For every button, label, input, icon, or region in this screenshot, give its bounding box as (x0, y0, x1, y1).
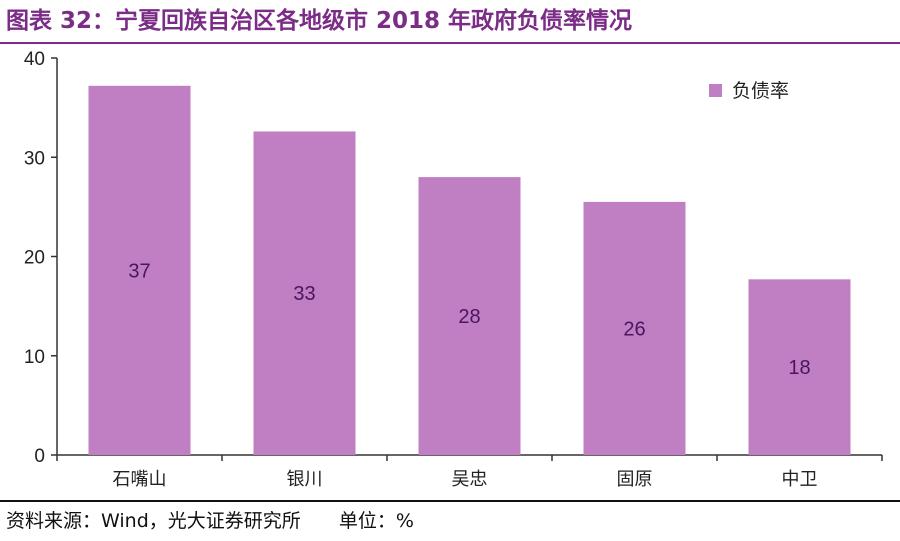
y-tick-label: 40 (24, 49, 45, 70)
category-label: 银川 (287, 469, 323, 490)
category-label: 吴忠 (452, 469, 488, 490)
y-tick-label: 30 (24, 148, 45, 169)
y-tick-label: 20 (24, 248, 45, 269)
category-label: 石嘴山 (113, 469, 167, 490)
bar-value-label: 33 (293, 283, 315, 305)
category-label: 中卫 (782, 469, 818, 490)
legend: 负债率 (709, 80, 789, 102)
title-underline (0, 42, 900, 44)
unit-note: 单位：% (338, 510, 414, 532)
bar (418, 177, 521, 455)
legend-swatch (709, 84, 722, 97)
axes: 0 10 20 30 40 石嘴山 银川 吴忠 固原 中卫 (24, 49, 883, 490)
source-note: 资料来源：Wind，光大证券研究所 (6, 510, 301, 532)
bars-group: 37 33 28 26 18 (88, 85, 851, 455)
category-label: 固原 (617, 469, 653, 490)
footer: 资料来源：Wind，光大证券研究所 单位：% (6, 507, 414, 535)
bar-value-label: 18 (788, 357, 810, 379)
bar-value-label: 26 (623, 318, 645, 340)
bar (253, 131, 356, 455)
bar (583, 201, 686, 455)
y-tick-label: 0 (34, 446, 45, 467)
bar-chart: 0 10 20 30 40 石嘴山 银川 吴忠 固原 中卫 37 33 28 26 18 负债率 (24, 49, 883, 490)
chart-title: 图表 32：宁夏回族自治区各地级市 2018 年政府负债率情况 (6, 8, 633, 34)
footer-rule (0, 500, 900, 502)
y-tick-label: 10 (24, 347, 45, 368)
bar (748, 279, 851, 455)
bar-value-label: 28 (458, 306, 480, 328)
legend-label: 负债率 (732, 80, 789, 102)
bar (88, 85, 191, 455)
bar-value-label: 37 (128, 260, 150, 282)
